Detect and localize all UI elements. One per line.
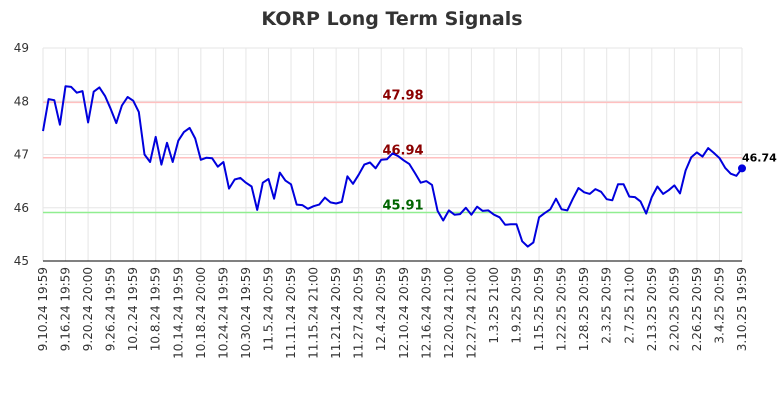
grid — [42, 47, 743, 262]
x-tick-label: 1.3.25 21:00 — [487, 267, 501, 344]
y-tick-label: 48 — [14, 94, 29, 108]
y-tick-label: 47 — [14, 148, 29, 162]
x-tick-label: 3.10.25 19:59 — [735, 267, 749, 351]
x-tick-label: 10.8.24 19:59 — [149, 267, 163, 351]
x-tick-label: 1.9.25 20:59 — [510, 267, 524, 344]
axes: 45 46 47 48 49 9.10.24 19:59 9.16.24 19:59 9.20… — [14, 41, 749, 359]
x-tick-label: 9.10.24 19:59 — [36, 267, 50, 351]
x-tick-label: 10.18.24 20:00 — [194, 267, 208, 359]
x-tick-label: 9.26.24 19:59 — [104, 267, 118, 351]
x-tick-label: 10.2.24 19:59 — [126, 267, 140, 351]
x-tick-label: 12.20.24 21:00 — [442, 267, 456, 359]
x-tick-label: 2.20.25 20:59 — [667, 267, 681, 351]
x-tick-label: 1.22.25 20:59 — [555, 267, 569, 351]
x-tick-label: 3.4.25 20:59 — [712, 267, 726, 344]
x-tick-label: 12.27.24 21:00 — [464, 267, 478, 359]
y-tick-label: 49 — [14, 41, 29, 55]
series-layer: 46.74 — [42, 85, 777, 248]
y-tick-label: 45 — [14, 254, 29, 268]
x-tick-label: 10.14.24 19:59 — [171, 267, 185, 359]
x-tick-label: 12.16.24 20:59 — [419, 267, 433, 359]
last-point-label: 46.74 — [742, 151, 777, 164]
x-tick-label: 10.30.24 19:59 — [239, 267, 253, 359]
reference-line-label: 45.91 — [382, 199, 423, 214]
x-tick-label: 2.3.25 20:59 — [600, 267, 614, 344]
x-tick-label: 1.28.25 20:59 — [577, 267, 591, 351]
x-tick-label: 2.7.25 21:00 — [622, 267, 636, 344]
x-tick-label: 9.16.24 19:59 — [59, 267, 73, 351]
x-tick-label: 2.26.25 20:59 — [690, 267, 704, 351]
reference-line-label: 46.94 — [382, 144, 423, 159]
x-tick-label: 2.13.25 20:59 — [645, 267, 659, 351]
x-tick-label: 11.11.24 20:59 — [284, 267, 298, 359]
y-tick-label: 46 — [14, 201, 29, 215]
series-line — [42, 85, 743, 248]
last-point-marker — [738, 164, 746, 173]
reference-lines: 47.98 46.94 45.91 — [43, 88, 742, 214]
x-tick-label: 9.20.24 20:00 — [81, 267, 95, 351]
x-tick-label: 11.21.24 20:59 — [329, 267, 343, 359]
x-tick-label: 12.10.24 20:59 — [397, 267, 411, 359]
x-tick-label: 1.15.25 20:59 — [532, 267, 546, 351]
x-tick-label: 12.4.24 20:59 — [374, 267, 388, 351]
chart-title: KORP Long Term Signals — [261, 8, 522, 30]
x-tick-label: 11.15.24 21:00 — [307, 267, 321, 359]
x-tick-label: 10.24.24 19:59 — [216, 267, 230, 359]
x-tick-label: 11.27.24 20:59 — [352, 267, 366, 359]
x-tick-label: 11.5.24 20:59 — [261, 267, 275, 351]
reference-line-label: 47.98 — [382, 88, 423, 103]
